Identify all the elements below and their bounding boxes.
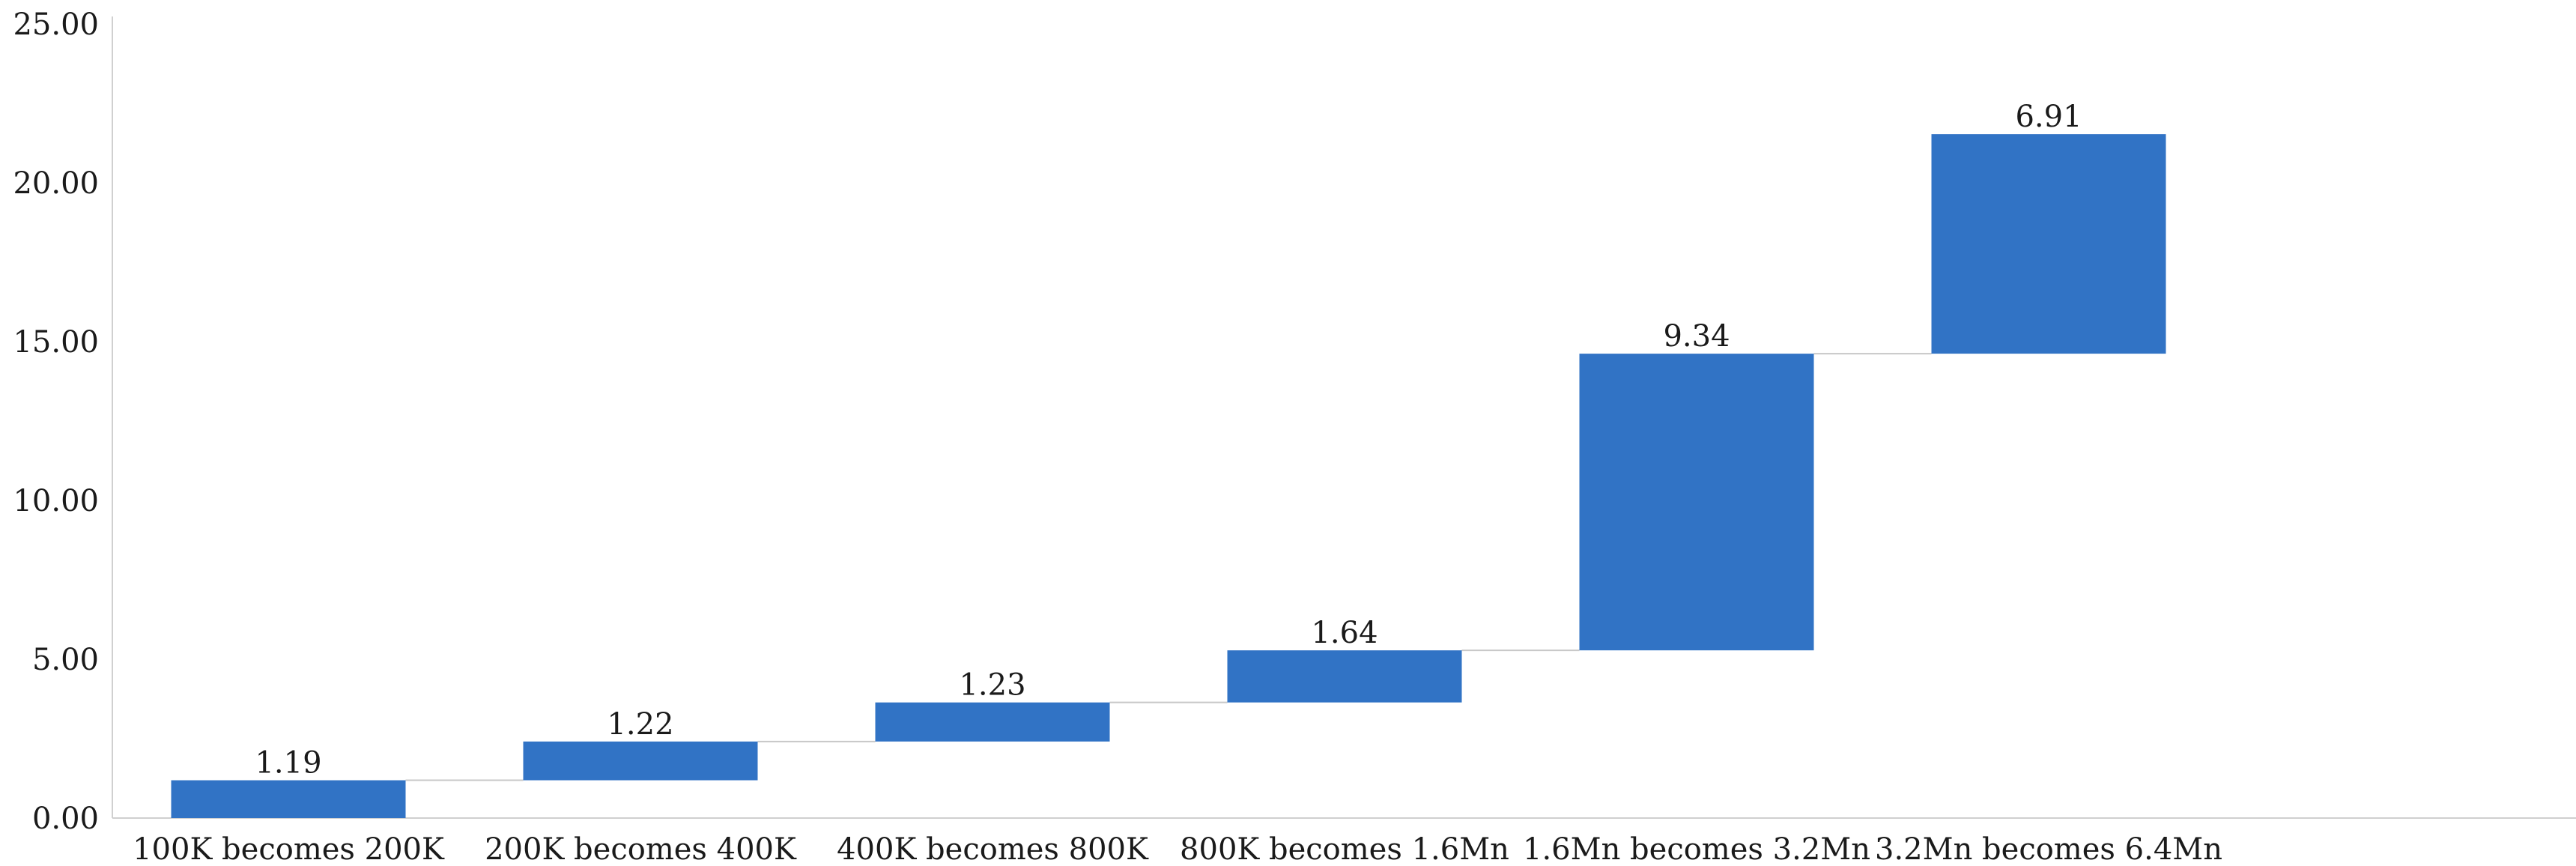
category-labels: 100K becomes 200K 200K becomes 400K 400K b… xyxy=(133,832,2222,866)
category-label: 3.2Mn becomes 6.4Mn xyxy=(1875,832,2222,866)
bar xyxy=(1931,134,2166,354)
data-label: 1.23 xyxy=(959,668,1025,703)
data-label: 1.19 xyxy=(255,746,321,781)
bar xyxy=(523,741,758,781)
bar xyxy=(875,702,1110,742)
category-label: 1.6Mn becomes 3.2Mn xyxy=(1523,832,1870,866)
data-label: 6.91 xyxy=(2015,100,2082,134)
data-label: 9.34 xyxy=(1663,319,1730,354)
data-label: 1.64 xyxy=(1311,616,1378,650)
category-label: 800K becomes 1.6Mn xyxy=(1180,832,1509,866)
data-labels: 1.19 1.22 1.23 1.64 9.34 6.91 xyxy=(255,100,2082,780)
y-axis: 0.00 5.00 10.00 15.00 20.00 25.00 xyxy=(13,7,113,836)
y-tick-label: 25.00 xyxy=(13,7,99,42)
data-label: 1.22 xyxy=(607,707,673,742)
y-tick-label: 20.00 xyxy=(13,166,99,201)
category-label: 200K becomes 400K xyxy=(485,832,797,866)
y-tick-label: 5.00 xyxy=(32,643,99,677)
bar xyxy=(1227,650,1462,703)
connector-lines xyxy=(405,353,1932,781)
bars xyxy=(171,134,2166,818)
y-tick-label: 10.00 xyxy=(13,484,99,518)
y-tick-label: 15.00 xyxy=(13,325,99,360)
category-label: 400K becomes 800K xyxy=(837,832,1149,866)
y-tick-label: 0.00 xyxy=(32,802,99,836)
bar xyxy=(171,780,406,818)
bar xyxy=(1579,354,1814,651)
category-label: 100K becomes 200K xyxy=(133,832,445,866)
